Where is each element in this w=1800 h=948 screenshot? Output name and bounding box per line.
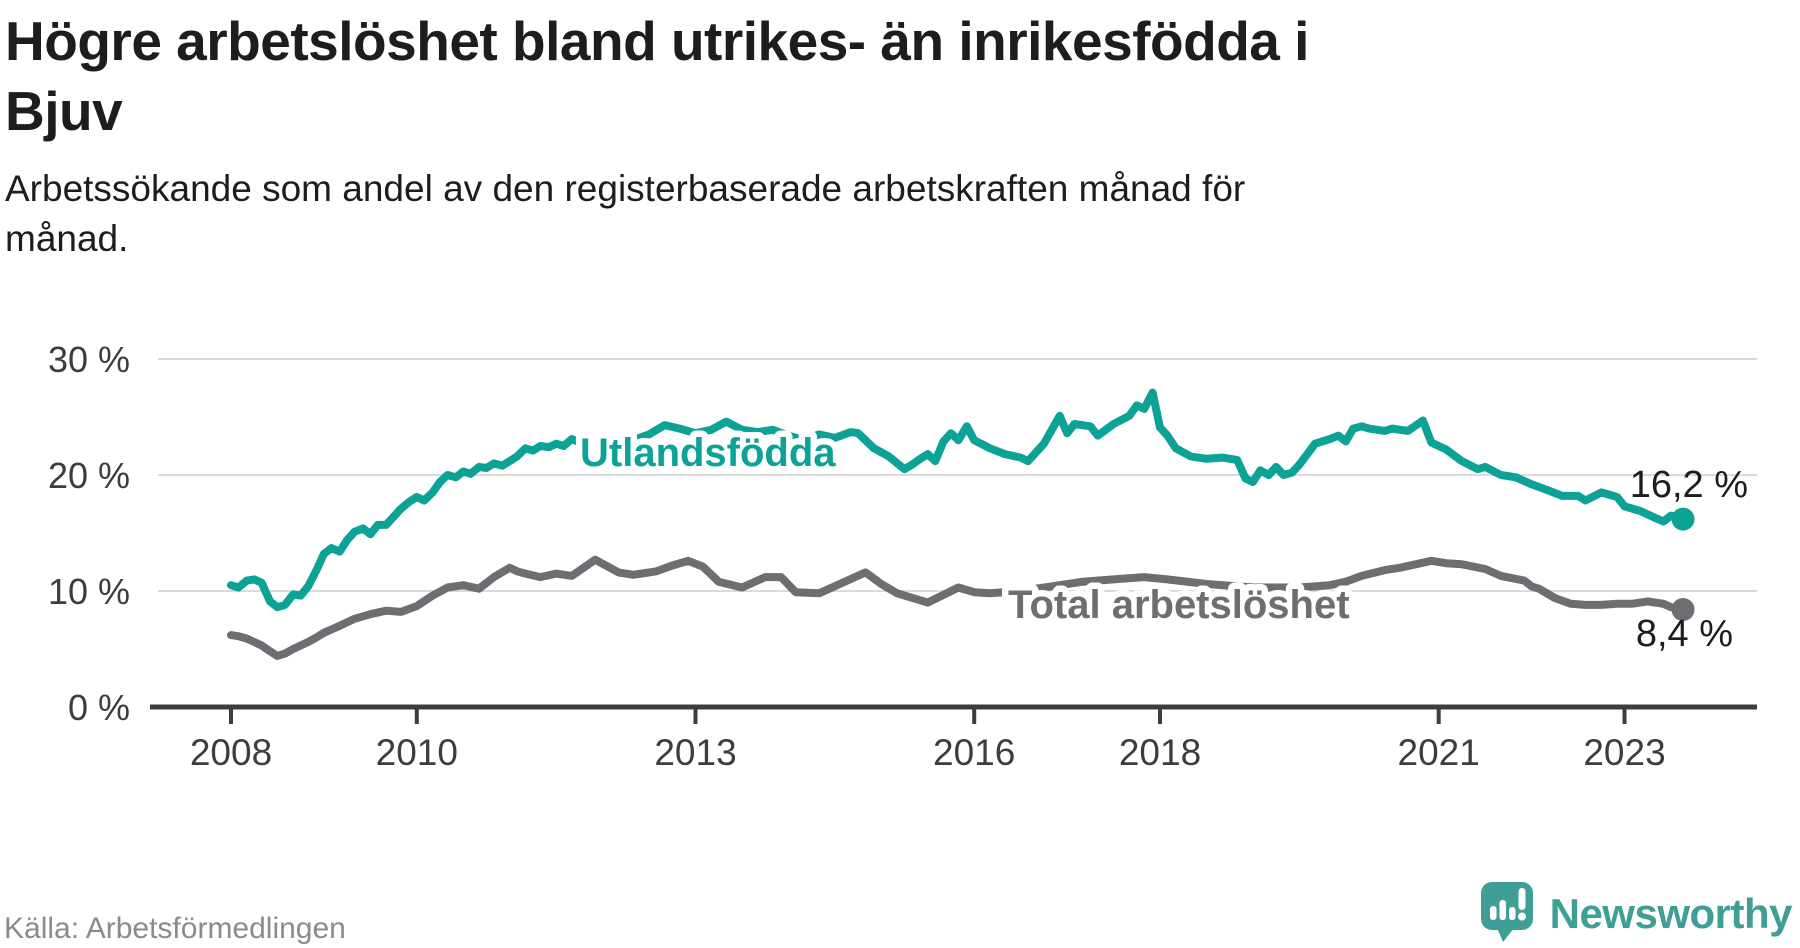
subtitle-line-2: månad. [5,218,129,259]
y-axis-label: 20 % [48,455,130,496]
x-axis-label: 2013 [654,732,736,773]
chart-subtitle: Arbetssökande som andel av den registerb… [5,164,1705,264]
subtitle-line-1: Arbetssökande som andel av den registerb… [5,168,1246,209]
page-title: Högre arbetslöshet bland utrikes- än inr… [5,6,1765,146]
x-axis-label: 2018 [1119,732,1201,773]
x-axis-label: 2023 [1583,732,1665,773]
source-note: Källa: Arbetsförmedlingen [4,912,346,945]
total-arbetsloshet-end-value: 8,4 % [1636,613,1733,655]
utlandsfodda-end-dot [1671,507,1695,531]
total-arbetsloshet-line [227,555,1687,660]
x-axis-label: 2016 [933,732,1015,773]
newsworthy-wordmark: Newsworthy [1549,889,1793,937]
y-axis-label: 10 % [48,571,130,612]
newsworthy-logo: Newsworthy [1478,880,1793,947]
y-axis-label: 30 % [48,339,130,380]
total-arbetsloshet-end-dot [1671,598,1695,622]
total-arbetsloshet-label: Total arbetslöshet [1008,583,1350,627]
title-line-2: Bjuv [5,80,123,142]
utlandsfodda-end-value: 16,2 % [1630,464,1748,506]
x-axis-label: 2021 [1398,732,1480,773]
title-line-1: Högre arbetslöshet bland utrikes- än inr… [5,10,1309,72]
newsworthy-logo-icon [1478,880,1536,947]
y-axis-label: 0 % [68,687,130,728]
utlandsfodda-label: Utlandsfödda [580,431,836,475]
x-axis-label: 2008 [190,732,272,773]
utlandsfodda-line [227,388,1687,612]
x-axis-label: 2010 [376,732,458,773]
